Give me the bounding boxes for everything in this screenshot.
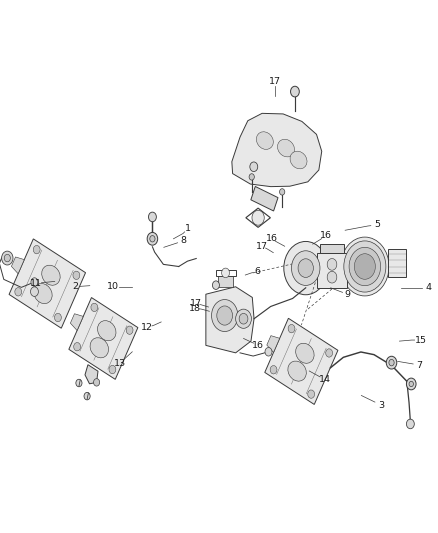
Polygon shape bbox=[270, 366, 277, 374]
Circle shape bbox=[386, 356, 397, 369]
Circle shape bbox=[298, 259, 314, 277]
Text: 4: 4 bbox=[425, 284, 431, 292]
Circle shape bbox=[406, 419, 414, 429]
Text: 16: 16 bbox=[265, 235, 278, 243]
Text: 12: 12 bbox=[141, 324, 153, 332]
Polygon shape bbox=[232, 114, 322, 187]
Circle shape bbox=[249, 174, 254, 180]
Circle shape bbox=[76, 379, 82, 387]
Polygon shape bbox=[90, 338, 109, 358]
Circle shape bbox=[409, 381, 413, 386]
Text: 2: 2 bbox=[72, 282, 78, 291]
Polygon shape bbox=[34, 284, 52, 304]
Polygon shape bbox=[11, 257, 24, 274]
Circle shape bbox=[279, 189, 285, 195]
Polygon shape bbox=[296, 343, 314, 364]
Text: 17: 17 bbox=[190, 300, 202, 308]
Text: 14: 14 bbox=[319, 375, 331, 384]
Polygon shape bbox=[74, 343, 81, 351]
Circle shape bbox=[354, 254, 375, 279]
Circle shape bbox=[94, 378, 100, 386]
Circle shape bbox=[344, 241, 386, 292]
Polygon shape bbox=[288, 325, 295, 333]
Text: 17: 17 bbox=[256, 242, 268, 251]
Circle shape bbox=[290, 86, 299, 97]
Bar bbox=[317, 254, 347, 288]
Text: 17: 17 bbox=[269, 77, 281, 85]
Circle shape bbox=[327, 259, 337, 270]
Polygon shape bbox=[85, 365, 98, 384]
Polygon shape bbox=[109, 366, 116, 374]
Polygon shape bbox=[218, 276, 233, 287]
Polygon shape bbox=[33, 246, 40, 254]
Polygon shape bbox=[71, 314, 83, 330]
Text: 3: 3 bbox=[378, 401, 384, 409]
Circle shape bbox=[212, 300, 238, 332]
Polygon shape bbox=[308, 390, 314, 398]
Circle shape bbox=[31, 278, 38, 286]
Polygon shape bbox=[126, 326, 133, 334]
Circle shape bbox=[341, 237, 389, 296]
Circle shape bbox=[84, 392, 90, 400]
Polygon shape bbox=[246, 208, 270, 228]
Text: 7: 7 bbox=[417, 361, 423, 369]
Circle shape bbox=[327, 271, 337, 283]
Text: 16: 16 bbox=[252, 341, 265, 350]
Circle shape bbox=[239, 313, 248, 324]
Circle shape bbox=[406, 378, 416, 390]
Text: 13: 13 bbox=[114, 359, 127, 368]
Polygon shape bbox=[15, 288, 22, 296]
Polygon shape bbox=[98, 321, 116, 341]
Polygon shape bbox=[267, 336, 280, 352]
Circle shape bbox=[252, 211, 264, 225]
Circle shape bbox=[349, 247, 381, 286]
Circle shape bbox=[250, 162, 258, 172]
Text: 11: 11 bbox=[30, 279, 42, 288]
Text: 8: 8 bbox=[180, 237, 186, 245]
Polygon shape bbox=[251, 187, 278, 211]
Text: 10: 10 bbox=[107, 282, 119, 291]
Polygon shape bbox=[290, 151, 307, 169]
Text: 18: 18 bbox=[189, 304, 201, 312]
Polygon shape bbox=[256, 132, 273, 149]
Polygon shape bbox=[54, 313, 61, 322]
Circle shape bbox=[148, 212, 156, 222]
Polygon shape bbox=[69, 297, 138, 379]
Circle shape bbox=[212, 281, 219, 289]
Polygon shape bbox=[320, 244, 344, 254]
Polygon shape bbox=[326, 349, 332, 357]
Circle shape bbox=[150, 236, 155, 242]
Circle shape bbox=[147, 232, 158, 245]
Polygon shape bbox=[91, 303, 98, 312]
Circle shape bbox=[265, 348, 272, 356]
Polygon shape bbox=[206, 287, 254, 353]
Polygon shape bbox=[73, 271, 80, 279]
Text: 5: 5 bbox=[374, 221, 381, 229]
Polygon shape bbox=[265, 318, 338, 405]
Circle shape bbox=[2, 251, 13, 265]
Polygon shape bbox=[216, 270, 236, 276]
Polygon shape bbox=[278, 139, 294, 157]
Circle shape bbox=[31, 287, 39, 296]
Circle shape bbox=[222, 268, 230, 278]
Text: 9: 9 bbox=[345, 290, 351, 298]
Polygon shape bbox=[288, 361, 306, 381]
Circle shape bbox=[4, 254, 11, 262]
Circle shape bbox=[291, 251, 320, 286]
Polygon shape bbox=[42, 265, 60, 285]
Polygon shape bbox=[388, 249, 406, 277]
Circle shape bbox=[217, 306, 233, 325]
Circle shape bbox=[236, 309, 251, 328]
Text: 1: 1 bbox=[185, 224, 191, 232]
Polygon shape bbox=[9, 239, 85, 328]
Circle shape bbox=[389, 359, 394, 366]
Circle shape bbox=[284, 241, 328, 295]
Text: 16: 16 bbox=[320, 231, 332, 240]
Text: 15: 15 bbox=[415, 336, 427, 344]
Text: 6: 6 bbox=[254, 268, 261, 276]
